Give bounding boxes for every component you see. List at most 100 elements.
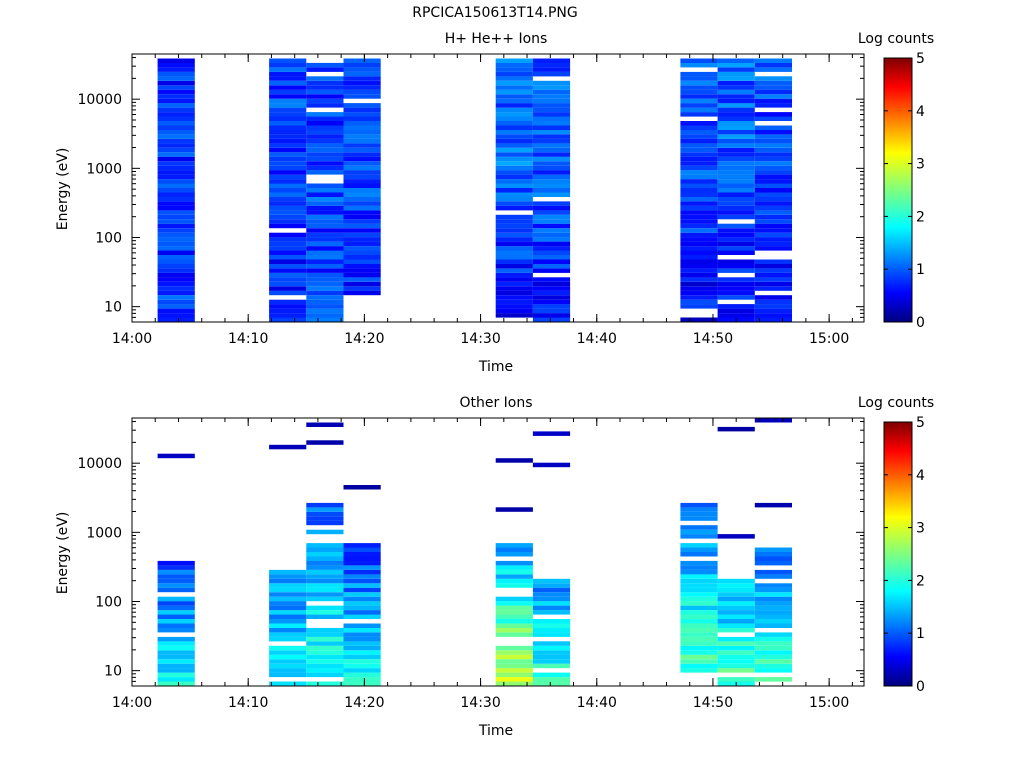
- heatmap-cell: [680, 241, 718, 247]
- heatmap-cell: [717, 605, 755, 611]
- heatmap-cell: [495, 165, 533, 171]
- heatmap-cell: [532, 605, 571, 611]
- heatmap-cell: [495, 268, 533, 273]
- heatmap-cell: [532, 250, 571, 255]
- heatmap-cell: [717, 587, 755, 593]
- heatmap-cell: [157, 623, 195, 628]
- heatmap-cell: [717, 76, 755, 81]
- heatmap-cell: [717, 228, 755, 233]
- heatmap-cell: [680, 650, 718, 655]
- heatmap-cell: [754, 560, 792, 566]
- heatmap-cell: [343, 272, 381, 278]
- heatmap-cell: [532, 152, 571, 157]
- heatmap-cell: [532, 659, 571, 664]
- colorbar-tick-label: 5: [916, 415, 925, 431]
- heatmap-cell: [495, 80, 533, 86]
- heatmap-cell: [157, 605, 195, 611]
- heatmap-cell: [343, 485, 381, 490]
- heatmap-cell: [269, 201, 307, 206]
- heatmap-cell: [754, 241, 792, 247]
- heatmap-cell: [157, 85, 195, 90]
- heatmap-cell: [717, 645, 755, 651]
- heatmap-cell: [680, 507, 718, 512]
- heatmap-cell: [754, 228, 792, 233]
- heatmap-cell: [306, 290, 344, 296]
- heatmap-cell: [754, 286, 792, 291]
- heatmap-cell: [532, 201, 571, 206]
- y-tick-label: 10000: [77, 92, 122, 108]
- heatmap-cell: [754, 76, 792, 81]
- heatmap-cell: [495, 601, 533, 606]
- heatmap-cell: [157, 313, 195, 318]
- heatmap-cell: [532, 138, 571, 144]
- heatmap-cell: [532, 592, 571, 597]
- heatmap-cell: [754, 156, 792, 162]
- heatmap-cell: [717, 304, 755, 309]
- heatmap-cell: [157, 246, 195, 251]
- heatmap-cell: [532, 147, 571, 153]
- heatmap-cell: [269, 58, 307, 63]
- colorbar-tick-label: 5: [916, 51, 925, 67]
- heatmap-cell: [495, 121, 533, 126]
- heatmap-cell: [495, 668, 533, 673]
- heatmap-cell: [717, 58, 755, 63]
- heatmap-cell: [343, 543, 381, 548]
- heatmap-cell: [754, 614, 792, 619]
- heatmap-cell: [306, 89, 344, 95]
- heatmap-cell: [343, 134, 381, 139]
- heatmap-cell: [754, 281, 792, 287]
- heatmap-cell: [157, 201, 195, 206]
- heatmap-cell: [680, 232, 718, 238]
- colorbar-tick-label: 3: [916, 521, 925, 537]
- heatmap-cell: [343, 125, 381, 130]
- heatmap-cell: [306, 556, 344, 561]
- heatmap-cell: [717, 627, 755, 633]
- heatmap-cell: [717, 223, 755, 229]
- heatmap-cell: [269, 610, 307, 615]
- heatmap-cell: [343, 214, 381, 220]
- heatmap-cell: [717, 205, 755, 211]
- heatmap-cell: [532, 98, 571, 104]
- heatmap-cell: [680, 98, 718, 104]
- y-tick-label: 10000: [77, 456, 122, 472]
- heatmap-cell: [269, 659, 307, 664]
- heatmap-cell: [495, 650, 533, 655]
- colorbar-ticks: 0 1 2 3 4 5: [884, 415, 925, 695]
- heatmap-cell: [495, 663, 533, 669]
- heatmap-cell: [717, 268, 755, 273]
- heatmap-cell: [495, 205, 533, 211]
- heatmap-cell: [717, 295, 755, 300]
- heatmap-cell: [157, 255, 195, 260]
- heatmap-cell: [306, 67, 344, 72]
- heatmap-cell: [680, 103, 718, 108]
- heatmap-cell: [269, 237, 307, 242]
- heatmap-cell: [680, 565, 718, 570]
- colorbar-tick-label: 4: [916, 104, 925, 120]
- heatmap-cell: [754, 232, 792, 238]
- heatmap-cell: [532, 578, 571, 584]
- heatmap-cell: [269, 192, 307, 197]
- heatmap-cell: [680, 560, 718, 566]
- heatmap-cell: [157, 98, 195, 104]
- heatmap-cell: [532, 632, 571, 637]
- heatmap-cell: [754, 183, 792, 188]
- heatmap-cell: [495, 277, 533, 282]
- x-tick-label: 14:50: [693, 695, 733, 711]
- heatmap-cell: [343, 250, 381, 255]
- heatmap-cell: [532, 304, 571, 309]
- heatmap-cell: [343, 219, 381, 224]
- heatmap-cell: [495, 632, 533, 637]
- heatmap-cells: [157, 418, 792, 686]
- axes: 14:00 14:10 14:20 14:30 14:40 14:50 15:00 10 100…: [77, 418, 864, 711]
- heatmap-cell: [680, 543, 718, 548]
- heatmap-cell: [680, 668, 718, 673]
- heatmap-cell: [717, 663, 755, 669]
- heatmap-cell: [157, 295, 195, 300]
- heatmap-cell: [157, 232, 195, 238]
- heatmap-cell: [306, 295, 344, 300]
- heatmap-cell: [717, 290, 755, 296]
- heatmap-cell: [306, 308, 344, 314]
- heatmap-cell: [680, 547, 718, 552]
- heatmap-cell: [754, 125, 792, 130]
- heatmap-cell: [157, 560, 195, 566]
